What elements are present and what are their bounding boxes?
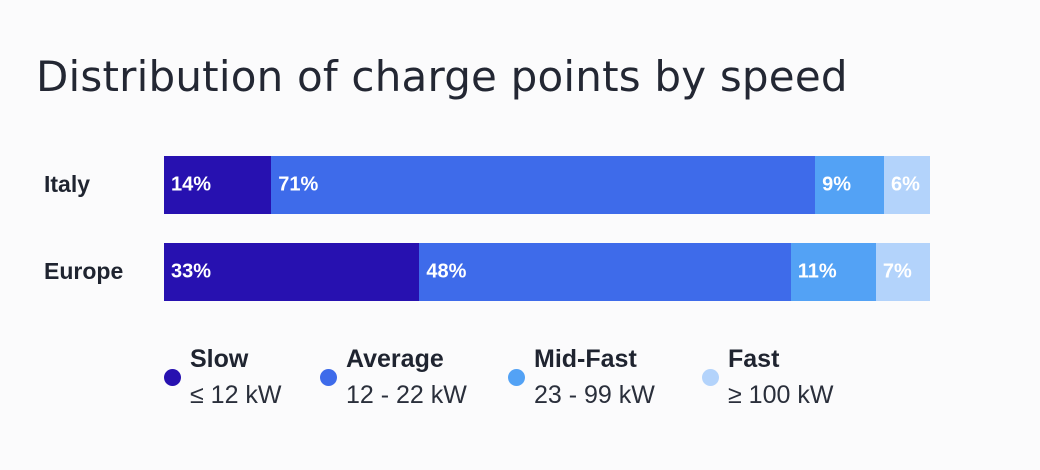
chart-title: Distribution of charge points by speed bbox=[36, 52, 848, 101]
data-label-italy-average: 71% bbox=[278, 173, 319, 196]
legend-range-mid-fast: 23 - 99 kW bbox=[534, 381, 655, 409]
data-label-europe-mid-fast: 11% bbox=[797, 260, 837, 283]
bar-segment-italy-average: 71% bbox=[271, 156, 816, 214]
legend-marker-slow bbox=[164, 369, 181, 386]
data-label-italy-slow: 14% bbox=[171, 173, 212, 196]
data-label-europe-fast: 7% bbox=[882, 260, 912, 283]
legend-range-slow: ≤ 12 kW bbox=[190, 381, 282, 409]
bar-row-italy: 14% 71% 9% 6% bbox=[164, 156, 930, 214]
legend-range-average: 12 - 22 kW bbox=[346, 381, 467, 409]
bar-segment-europe-slow: 33% bbox=[164, 243, 420, 301]
bar-row-europe: 33% 48% 11% 7% bbox=[164, 243, 930, 301]
legend-name-fast: Fast bbox=[728, 345, 780, 373]
legend-name-slow: Slow bbox=[190, 345, 249, 373]
legend-range-fast: ≥ 100 kW bbox=[728, 381, 834, 409]
bar-segment-europe-fast: 7% bbox=[875, 243, 930, 301]
data-label-italy-fast: 6% bbox=[891, 173, 920, 196]
bar-segment-italy-mid-fast: 9% bbox=[815, 156, 885, 214]
legend-name-mid-fast: Mid-Fast bbox=[534, 345, 637, 373]
legend-marker-average bbox=[320, 369, 337, 386]
legend-marker-mid-fast bbox=[508, 369, 525, 386]
bar-segment-europe-mid-fast: 11% bbox=[790, 243, 876, 301]
bar-segment-italy-slow: 14% bbox=[164, 156, 272, 214]
data-label-europe-average: 48% bbox=[426, 260, 467, 283]
legend-marker-fast bbox=[702, 369, 719, 386]
legend-name-average: Average bbox=[346, 345, 444, 373]
data-label-europe-slow: 33% bbox=[171, 260, 212, 283]
bar-segment-italy-fast: 6% bbox=[884, 156, 930, 214]
category-label-europe: Europe bbox=[44, 258, 124, 284]
bar-segment-europe-average: 48% bbox=[419, 243, 791, 301]
data-label-italy-mid-fast: 9% bbox=[822, 173, 851, 196]
category-label-italy: Italy bbox=[44, 171, 91, 197]
